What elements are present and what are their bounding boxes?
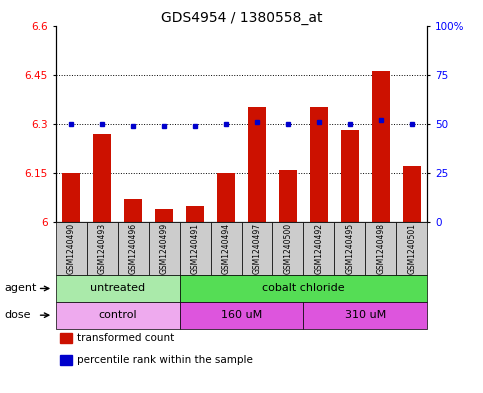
Text: GSM1240499: GSM1240499 bbox=[159, 223, 169, 274]
Text: GSM1240490: GSM1240490 bbox=[67, 223, 75, 274]
Bar bbox=[248, 107, 266, 222]
Title: GDS4954 / 1380558_at: GDS4954 / 1380558_at bbox=[161, 11, 322, 24]
Text: GSM1240492: GSM1240492 bbox=[314, 223, 324, 274]
Bar bbox=[403, 166, 421, 222]
Bar bbox=[217, 173, 235, 222]
Text: cobalt chloride: cobalt chloride bbox=[262, 283, 345, 294]
Text: GSM1240496: GSM1240496 bbox=[128, 223, 138, 274]
Text: control: control bbox=[98, 310, 137, 320]
Text: GSM1240493: GSM1240493 bbox=[98, 223, 107, 274]
Text: GSM1240501: GSM1240501 bbox=[408, 223, 416, 274]
Text: dose: dose bbox=[5, 310, 31, 320]
Text: untreated: untreated bbox=[90, 283, 145, 294]
Bar bbox=[155, 209, 173, 222]
Bar bbox=[124, 199, 142, 222]
Text: agent: agent bbox=[5, 283, 37, 294]
Text: GSM1240494: GSM1240494 bbox=[222, 223, 230, 274]
Text: 160 uM: 160 uM bbox=[221, 310, 262, 320]
Bar bbox=[186, 206, 204, 222]
Text: 310 uM: 310 uM bbox=[345, 310, 386, 320]
Text: GSM1240495: GSM1240495 bbox=[345, 223, 355, 274]
Text: GSM1240497: GSM1240497 bbox=[253, 223, 261, 274]
Text: GSM1240500: GSM1240500 bbox=[284, 223, 293, 274]
Bar bbox=[341, 130, 359, 222]
Text: percentile rank within the sample: percentile rank within the sample bbox=[77, 355, 253, 365]
Bar bbox=[372, 72, 390, 222]
Text: GSM1240491: GSM1240491 bbox=[190, 223, 199, 274]
Bar bbox=[279, 170, 297, 222]
Text: transformed count: transformed count bbox=[77, 333, 174, 343]
Bar bbox=[310, 107, 328, 222]
Bar bbox=[93, 134, 112, 222]
Bar bbox=[62, 173, 80, 222]
Text: GSM1240498: GSM1240498 bbox=[376, 223, 385, 274]
